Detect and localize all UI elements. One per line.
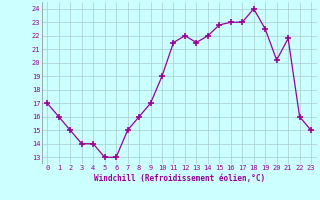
X-axis label: Windchill (Refroidissement éolien,°C): Windchill (Refroidissement éolien,°C) [94,174,265,183]
